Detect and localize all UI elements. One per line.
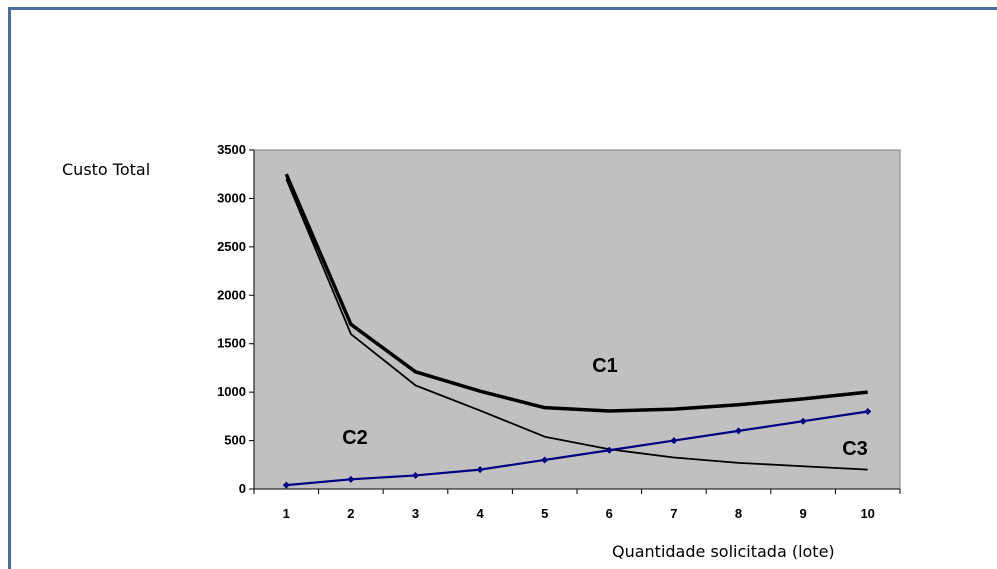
data-point-c3 [670, 437, 678, 445]
series-line-c3 [286, 410, 868, 487]
data-point-c3 [476, 466, 484, 474]
x-tick-label: 4 [476, 506, 484, 521]
x-tick-label: 1 [283, 506, 290, 521]
series-annotation-c1: C1 [592, 355, 618, 377]
series-line-c1 [284, 173, 868, 413]
x-tick-label: 6 [606, 506, 613, 521]
y-tick-label: 2000 [217, 287, 246, 302]
series-line-c2 [285, 178, 868, 471]
series-annotation-c2: C2 [342, 427, 368, 449]
x-tick-label: 3 [412, 506, 419, 521]
data-point-c3 [282, 481, 290, 489]
x-tick-label: 2 [347, 506, 354, 521]
x-tick-label: 9 [799, 506, 806, 521]
frame-top-border [8, 7, 997, 10]
y-tick-label: 500 [224, 433, 246, 448]
x-axis-label: Quantidade solicitada (lote) [612, 542, 835, 561]
y-axis-label: Custo Total [62, 160, 151, 179]
y-tick-label: 2500 [217, 239, 246, 254]
y-tick-label: 3500 [217, 142, 246, 157]
data-point-c3 [412, 471, 419, 479]
y-tick-label: 3000 [217, 190, 246, 205]
series-annotation-c3: C3 [842, 438, 868, 460]
x-tick-label: 5 [541, 506, 548, 521]
data-point-c3 [541, 456, 549, 464]
data-point-c3 [735, 427, 742, 435]
x-tick-label: 7 [670, 506, 677, 521]
data-point-c3 [864, 408, 872, 416]
data-point-c3 [799, 417, 807, 425]
data-point-c3 [347, 475, 355, 483]
frame-left-border [8, 7, 11, 569]
y-tick-label: 0 [239, 481, 246, 496]
data-point-c3 [605, 446, 613, 454]
y-tick-label: 1000 [217, 384, 246, 399]
x-tick-label: 10 [860, 506, 874, 521]
plot-area [253, 149, 901, 490]
y-tick-label: 1500 [217, 336, 246, 351]
x-tick-label: 8 [735, 506, 742, 521]
